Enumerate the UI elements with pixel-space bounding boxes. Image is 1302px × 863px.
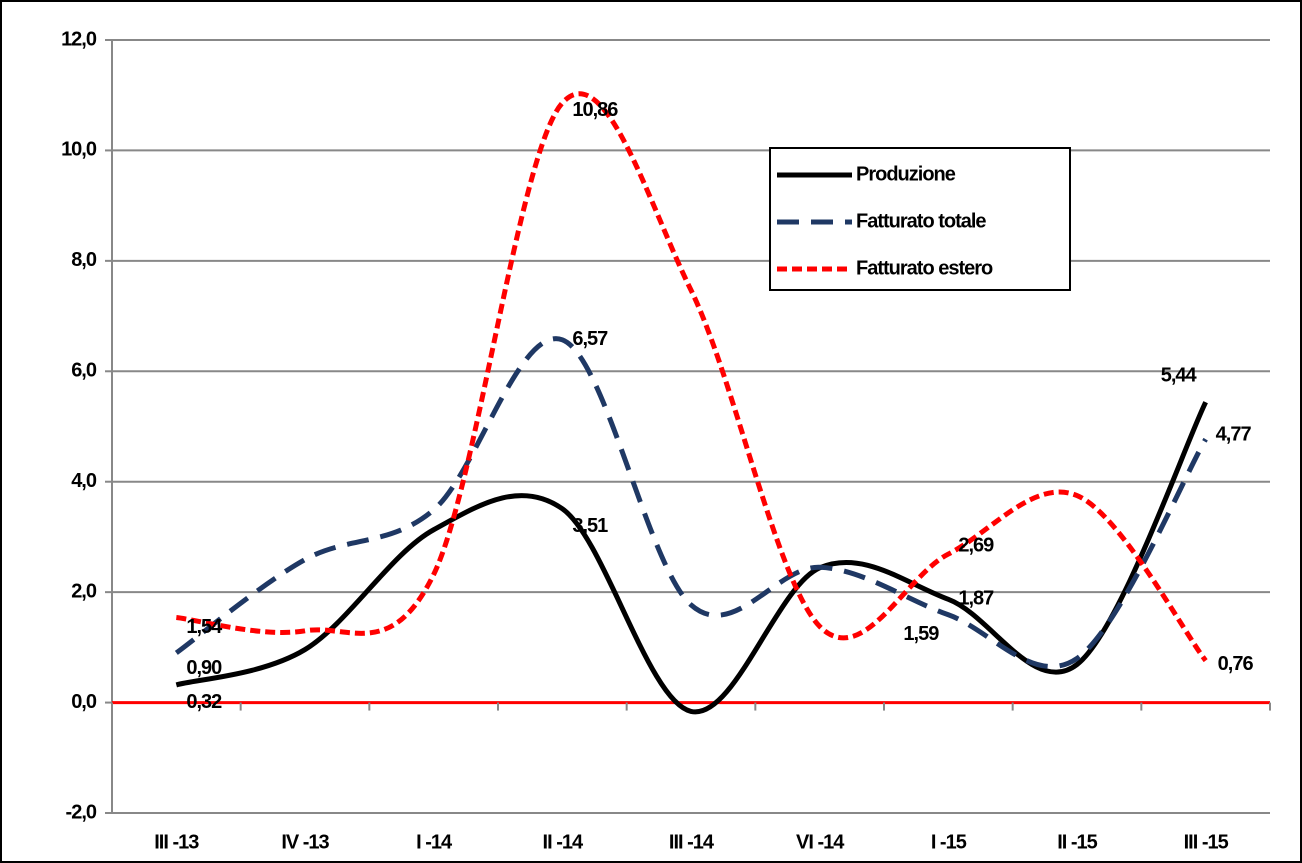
x-tick-label: VI -14 [796,831,845,853]
legend: Produzione Fatturato totale Fatturato este… [769,147,1071,291]
data-label: 0,76 [1218,653,1254,675]
data-label: 0,32 [186,691,222,713]
data-label: 4,77 [1216,423,1252,445]
y-tick-label: -2,0 [66,801,97,823]
x-tick-label: I -15 [931,831,967,853]
data-label: 5,44 [1161,364,1198,386]
legend-box [769,147,1071,291]
data-label: 3,51 [572,515,608,537]
data-label: 1,54 [186,616,223,638]
y-tick-label: 12,0 [61,28,97,50]
x-tick-label: II -15 [1057,831,1097,853]
data-label: 2,69 [958,534,994,556]
series-line [174,336,1208,670]
x-tick-label: III -15 [1184,831,1229,853]
x-tick-label: III -13 [154,831,199,853]
legend-label: Fatturato estero [856,257,993,279]
y-tick-label: 8,0 [71,249,97,271]
y-tick-label: 10,0 [61,139,97,161]
x-tick-label: II -14 [543,831,584,853]
x-tick-label: I -14 [416,831,453,853]
legend-label: Produzione [856,163,956,185]
y-tick-label: 4,0 [71,470,97,492]
y-tick-label: 0,0 [71,691,97,713]
legend-label: Fatturato totale [856,210,986,232]
data-label: 0,90 [186,657,222,679]
x-tick-label: III -14 [669,831,715,853]
x-tick-label: IV -13 [281,831,329,853]
y-tick-label: 6,0 [71,360,97,382]
series-line [175,401,1208,715]
data-label: 1,59 [903,623,939,645]
y-tick-label: 2,0 [71,580,97,602]
data-label: 6,57 [572,328,608,350]
data-label: 1,87 [958,588,994,610]
series-line [176,91,1208,663]
data-label: 10,86 [572,99,618,121]
